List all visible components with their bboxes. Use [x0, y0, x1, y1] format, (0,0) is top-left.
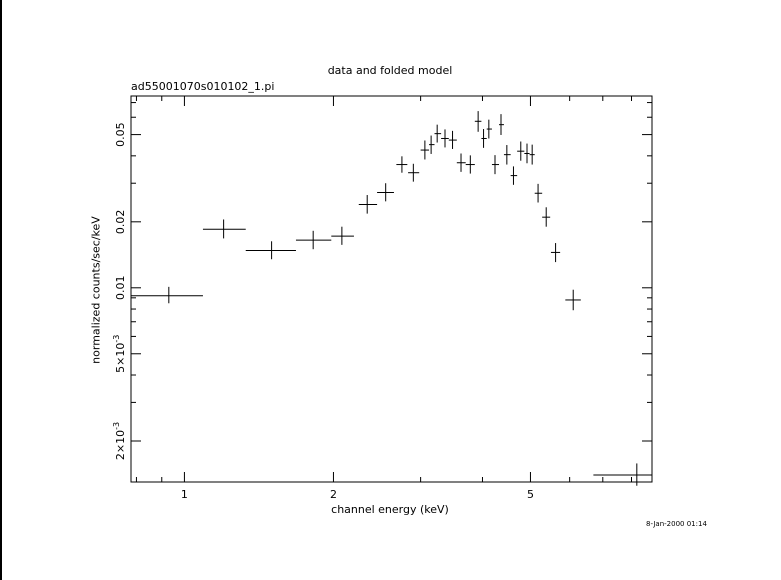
- plot-frame: [130, 95, 653, 483]
- data-point: [524, 143, 530, 164]
- window-left-border: [0, 0, 2, 580]
- data-point: [491, 155, 500, 175]
- data-point: [565, 289, 581, 311]
- data-point: [465, 155, 475, 174]
- data-point: [499, 114, 504, 135]
- y-tick-label: 0.01: [114, 276, 127, 301]
- plot-timestamp: 8-Jan-2000 01:14: [646, 520, 707, 528]
- data-point: [396, 156, 408, 173]
- axis-tick-labels: 1 2 5 2×10-3 5×10-3 0.01 0.02 0.05: [112, 122, 534, 501]
- data-point: [429, 135, 435, 154]
- y-tick-label: 0.02: [114, 210, 127, 235]
- chart-title: data and folded model: [327, 64, 453, 77]
- data-point: [420, 140, 430, 160]
- data-point: [434, 124, 442, 143]
- data-point: [202, 219, 246, 239]
- data-point: [510, 166, 518, 185]
- x-tick-label: 1: [181, 488, 188, 501]
- x-tick-label: 5: [527, 488, 534, 501]
- data-point: [542, 207, 551, 227]
- data-points: [131, 111, 652, 486]
- data-point: [448, 130, 457, 149]
- data-point: [486, 119, 492, 139]
- data-point: [503, 145, 511, 165]
- data-point: [456, 153, 466, 172]
- y-tick-label: 0.05: [114, 122, 127, 147]
- data-point: [474, 111, 482, 132]
- data-point: [408, 163, 420, 182]
- data-point: [517, 141, 525, 161]
- y-tick-label: 2×10-3: [112, 422, 127, 460]
- y-tick-label: 5×10-3: [112, 335, 127, 373]
- data-point: [331, 226, 354, 245]
- data-point: [534, 183, 543, 203]
- x-axis-label: channel energy (keV): [331, 503, 449, 516]
- data-point: [295, 230, 332, 250]
- data-point: [481, 129, 487, 148]
- axis-ticks: [131, 96, 652, 482]
- data-point: [441, 129, 449, 148]
- data-point: [377, 183, 394, 202]
- data-point: [131, 286, 203, 304]
- data-point: [550, 243, 561, 263]
- data-point: [358, 195, 378, 214]
- data-point: [593, 463, 652, 486]
- chart-subtitle: ad55001070s010102_1.pi: [131, 80, 275, 93]
- x-tick-label: 2: [330, 488, 337, 501]
- data-point: [529, 144, 535, 165]
- data-point: [245, 241, 296, 260]
